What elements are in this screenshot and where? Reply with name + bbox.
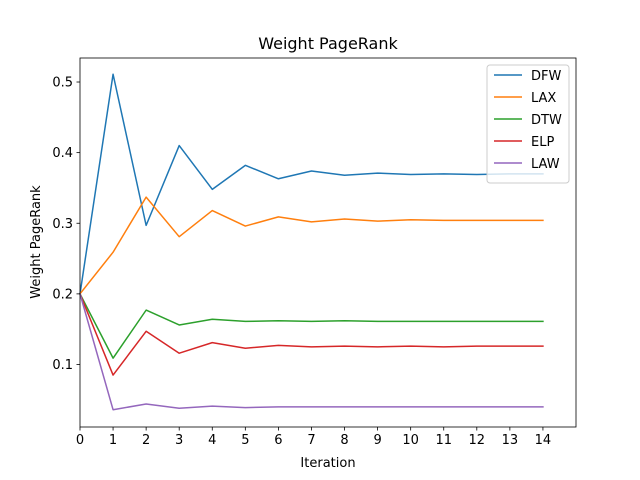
x-tick-label: 2 (142, 433, 150, 448)
y-axis-label: Weight PageRank (29, 185, 44, 299)
legend-label-law: LAW (531, 157, 560, 172)
chart-title: Weight PageRank (258, 34, 398, 53)
legend-label-dfw: DFW (531, 69, 561, 84)
x-tick-label: 6 (274, 433, 282, 448)
y-tick-label: 0.5 (52, 76, 73, 91)
series-line-law (79, 292, 544, 411)
axes-frame (79, 57, 577, 428)
series-line-elp (79, 292, 544, 376)
x-tick-label: 7 (307, 433, 315, 448)
x-tick-label: 0 (76, 433, 84, 448)
legend-label-lax: LAX (531, 91, 556, 106)
x-tick-label: 12 (469, 433, 486, 448)
series-line-dtw (78, 292, 544, 359)
x-tick-label: 9 (373, 433, 381, 448)
x-tick-label: 3 (175, 433, 183, 448)
x-tick-label: 11 (435, 433, 452, 448)
legend: DFW LAX DTW ELP LAW (486, 64, 570, 184)
y-tick-label: 0.4 (52, 146, 73, 161)
legend-label-dtw: DTW (531, 113, 562, 128)
x-axis-label: Iteration (300, 456, 355, 471)
legend-box (486, 64, 570, 184)
x-tick-label: 14 (535, 433, 552, 448)
series-line-lax (78, 196, 544, 295)
y-tick-label: 0.3 (52, 217, 73, 232)
series-line-dfw (79, 73, 544, 295)
y-tick-label: 0.1 (52, 358, 73, 373)
x-tick-label: 8 (340, 433, 348, 448)
y-tick-label: 0.2 (52, 287, 73, 302)
x-tick-label: 5 (241, 433, 249, 448)
x-tick-label: 13 (502, 433, 519, 448)
plot-area: 0 1 2 3 4 5 6 7 8 9 10 11 12 13 140.10.20.30.40.5 (52, 57, 577, 448)
x-tick-label: 1 (109, 433, 117, 448)
x-tick-label: 4 (208, 433, 216, 448)
legend-label-elp: ELP (531, 135, 554, 150)
x-tick-label: 10 (402, 433, 419, 448)
